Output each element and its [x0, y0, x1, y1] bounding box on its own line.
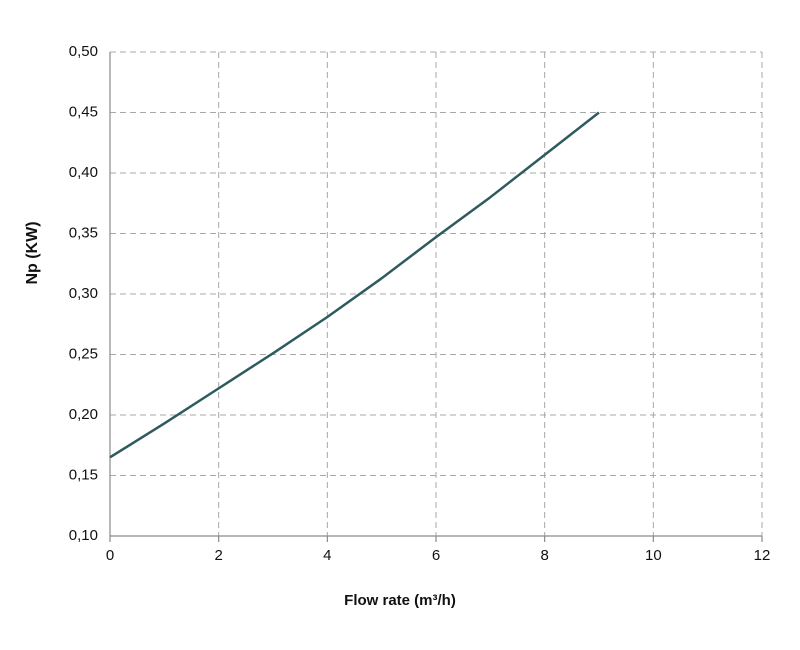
y-tick-label: 0,30: [69, 285, 98, 302]
y-tick-label: 0,40: [69, 164, 98, 181]
y-tick-label: 0,35: [69, 224, 98, 241]
y-tick-label: 0,25: [69, 345, 98, 362]
x-tick-label: 4: [323, 547, 331, 564]
y-tick-label: 0,20: [69, 406, 98, 423]
x-tick-label: 2: [214, 547, 222, 564]
y-tick-label: 0,10: [69, 527, 98, 544]
x-tick-label: 6: [432, 547, 440, 564]
x-axis-label: Flow rate (m³/h): [344, 592, 456, 609]
x-tick-label: 8: [540, 547, 548, 564]
y-tick-label: 0,15: [69, 466, 98, 483]
x-tick-label: 12: [754, 547, 771, 564]
y-tick-label: 0,50: [69, 43, 98, 60]
y-tick-label: 0,45: [69, 103, 98, 120]
y-axis-label: Np (KW): [24, 221, 41, 284]
x-tick-label: 0: [106, 547, 114, 564]
data-line: [109, 111, 600, 459]
x-tick-label: 10: [645, 547, 662, 564]
